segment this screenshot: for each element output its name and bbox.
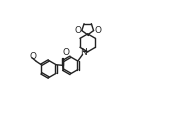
Text: O: O — [29, 52, 36, 61]
Text: O: O — [63, 48, 70, 57]
Text: O: O — [74, 26, 81, 35]
Text: O: O — [94, 26, 101, 35]
Text: N: N — [80, 48, 87, 57]
